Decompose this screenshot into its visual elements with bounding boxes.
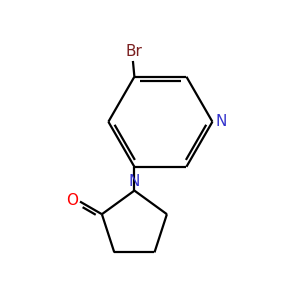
Text: O: O	[67, 193, 79, 208]
Text: Br: Br	[126, 44, 143, 59]
Text: N: N	[129, 174, 140, 189]
Text: N: N	[215, 114, 226, 129]
